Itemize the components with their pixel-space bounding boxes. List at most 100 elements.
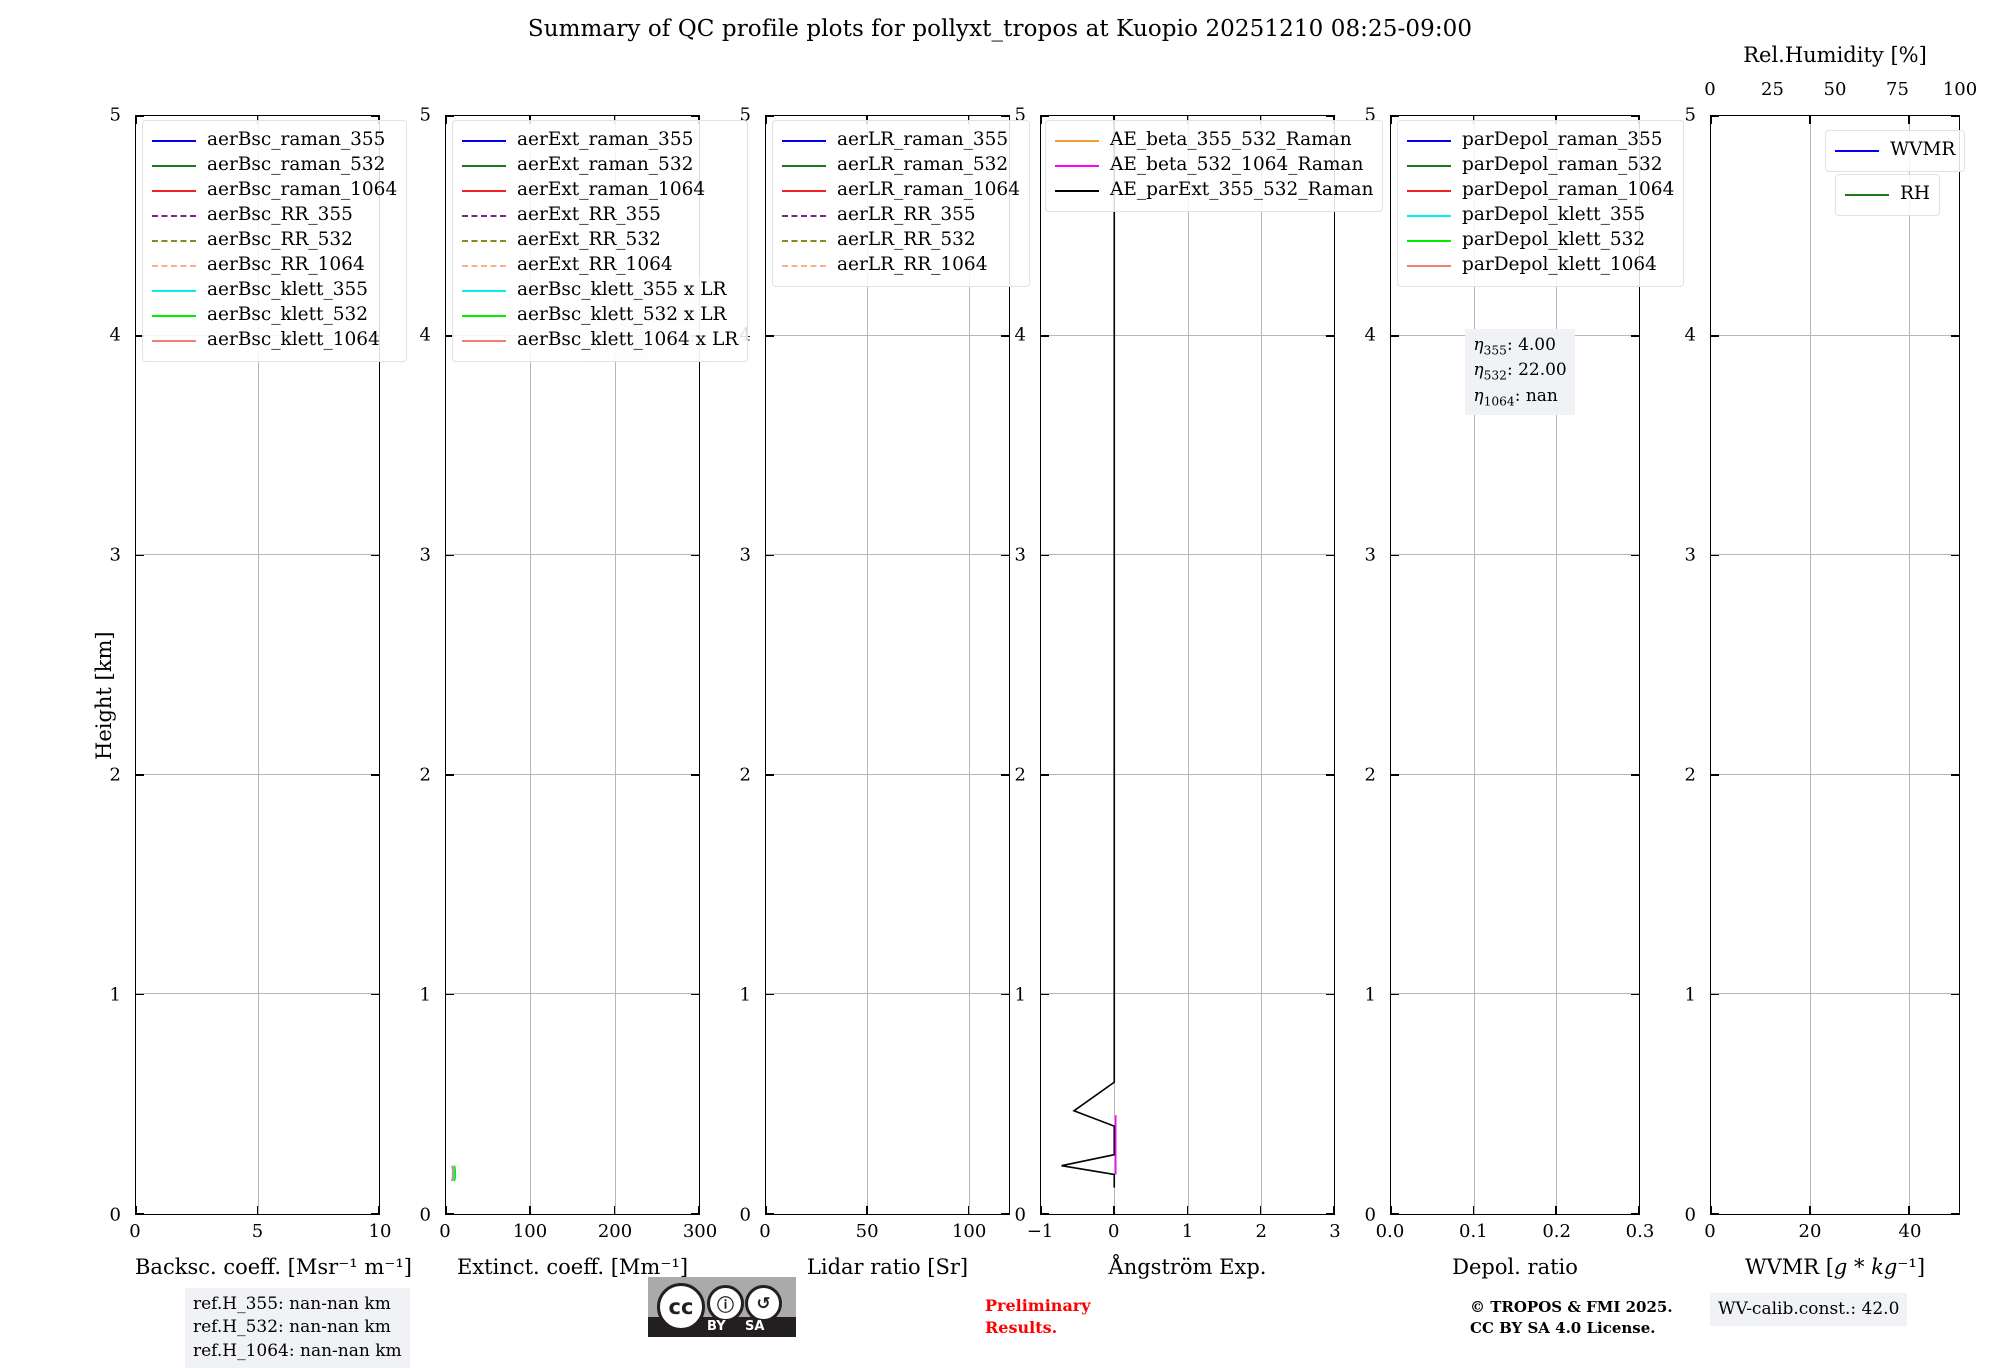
x-tick-mark — [1638, 1206, 1640, 1215]
y-tick-mark — [1390, 1213, 1399, 1215]
y-tick-label: 0 — [419, 1204, 431, 1226]
legend-item[interactable]: aerBsc_raman_355 — [152, 128, 397, 153]
x-tick-mark — [529, 115, 531, 124]
y-tick-mark — [765, 115, 774, 117]
legend-wvmr-rh-secondary[interactable]: RH — [1835, 174, 1941, 216]
legend-item[interactable]: parDepol_klett_355 — [1407, 203, 1674, 228]
legend-line-swatch-icon — [1407, 189, 1451, 192]
x-tick-mark — [1259, 115, 1262, 124]
legend-item[interactable]: aerExt_RR_1064 — [462, 253, 738, 278]
y-tick-mark — [1951, 554, 1960, 557]
legend-item[interactable]: parDepol_raman_355 — [1407, 128, 1674, 153]
legend-angstrom[interactable]: AE_beta_355_532_Raman AE_beta_532_1064_Ra… — [1045, 120, 1384, 212]
legend-item[interactable]: aerExt_RR_355 — [462, 203, 738, 228]
y-tick-mark — [1001, 774, 1010, 776]
legend-item[interactable]: aerExt_raman_1064 — [462, 178, 738, 203]
gridline-vertical — [968, 116, 970, 1214]
legend-item-label: aerBsc_klett_355 — [207, 279, 369, 301]
legend-item-label: parDepol_raman_532 — [1462, 154, 1663, 176]
y-tick-label: 0 — [1364, 1204, 1376, 1226]
legend-item[interactable]: AE_parExt_355_532_Raman — [1055, 178, 1373, 203]
legend-item[interactable]: aerLR_RR_532 — [782, 228, 1020, 253]
y-tick-mark — [1040, 554, 1049, 557]
y-tick-label: 3 — [1014, 544, 1026, 566]
gridline-horizontal — [766, 773, 1009, 775]
x-tick-mark — [256, 1206, 259, 1215]
legend-item-label: aerLR_raman_355 — [837, 129, 1009, 151]
legend-item[interactable]: aerBsc_RR_355 — [152, 203, 397, 228]
legend-item[interactable]: aerLR_raman_532 — [782, 153, 1020, 178]
legend-item[interactable]: aerExt_RR_532 — [462, 228, 738, 253]
legend-item[interactable]: WVMR — [1835, 138, 1955, 163]
legend-item-label: aerLR_RR_1064 — [837, 254, 988, 276]
legend-item[interactable]: aerBsc_klett_1064 — [152, 328, 397, 353]
legend-item[interactable]: aerExt_raman_532 — [462, 153, 738, 178]
x-tick-mark — [765, 1206, 767, 1215]
y-tick-label: 4 — [419, 324, 431, 346]
legend-item-label: parDepol_klett_355 — [1462, 204, 1646, 226]
y-tick-mark — [135, 993, 144, 996]
y-tick-mark — [445, 554, 454, 557]
y-tick-mark — [1710, 115, 1719, 117]
y-tick-mark — [1040, 1213, 1049, 1215]
legend-depol-ratio[interactable]: parDepol_raman_355 parDepol_raman_532 parD… — [1397, 120, 1685, 287]
legend-item[interactable]: aerLR_raman_355 — [782, 128, 1020, 153]
legend-item[interactable]: aerBsc_RR_532 — [152, 228, 397, 253]
panel-depol-ratio: parDepol_raman_355 parDepol_raman_532 parD… — [1365, 105, 1685, 1279]
legend-line-swatch-icon — [1835, 149, 1880, 152]
x-tick-label: 1 — [1181, 1221, 1194, 1242]
legend-item[interactable]: aerLR_RR_355 — [782, 203, 1020, 228]
y-tick-label: 1 — [739, 984, 751, 1006]
legend-item[interactable]: aerLR_raman_1064 — [782, 178, 1020, 203]
legend-item[interactable]: aerLR_RR_1064 — [782, 253, 1020, 278]
legend-item[interactable]: parDepol_klett_1064 — [1407, 253, 1674, 278]
legend-line-swatch-icon — [462, 239, 506, 242]
y-tick-mark — [445, 335, 454, 337]
x-tick-label: 20 — [1798, 1221, 1822, 1242]
panel-extinction: aerExt_raman_355 aerExt_raman_532 aerExt_r… — [420, 105, 749, 1279]
y-tick-mark — [445, 993, 454, 996]
legend-item[interactable]: aerBsc_klett_355 — [152, 278, 397, 303]
legend-item[interactable]: aerBsc_raman_532 — [152, 153, 397, 178]
axes-lidar-ratio: aerLR_raman_355 aerLR_raman_532 aerLR_rama… — [765, 115, 1030, 1215]
legend-extinction[interactable]: aerExt_raman_355 aerExt_raman_532 aerExt_r… — [452, 120, 749, 362]
gridline-horizontal — [766, 554, 1009, 556]
x-tick-mark — [445, 115, 447, 124]
y-tick-mark — [1326, 335, 1335, 337]
x-tick-mark — [1390, 1206, 1392, 1215]
legend-item[interactable]: aerBsc_klett_532 — [152, 303, 397, 328]
x-tick-mark — [1186, 1206, 1189, 1215]
legend-wvmr-rh[interactable]: WVMR — [1825, 130, 1966, 172]
x-tick-mark — [1809, 115, 1811, 124]
legend-item[interactable]: aerBsc_raman_1064 — [152, 178, 397, 203]
preliminary-line-2: Results. — [985, 1317, 1058, 1337]
axes-backscatter: aerBsc_raman_355 aerBsc_raman_532 aerBsc_r… — [135, 115, 408, 1215]
y-tick-label: 4 — [1684, 324, 1696, 346]
y-tick-mark — [445, 1213, 454, 1215]
legend-line-swatch-icon — [462, 339, 506, 342]
y-tick-label: 5 — [1364, 104, 1376, 126]
legend-lidar-ratio[interactable]: aerLR_raman_355 aerLR_raman_532 aerLR_rama… — [772, 120, 1030, 287]
legend-item[interactable]: parDepol_raman_532 — [1407, 153, 1674, 178]
legend-item[interactable]: aerBsc_klett_355 x LR — [462, 278, 738, 303]
y-tick-mark — [445, 115, 454, 117]
y-tick-mark — [1710, 993, 1719, 996]
legend-item[interactable]: AE_beta_355_532_Raman — [1055, 128, 1373, 153]
legend-item[interactable]: aerExt_raman_355 — [462, 128, 738, 153]
eta-value-line: η1064: nan — [1473, 385, 1558, 408]
y-tick-label: 3 — [1684, 544, 1696, 566]
legend-backscatter[interactable]: aerBsc_raman_355 aerBsc_raman_532 aerBsc_r… — [142, 120, 408, 362]
y-tick-label: 0 — [739, 1204, 751, 1226]
x-tick-label: 50 — [855, 1221, 879, 1242]
legend-item[interactable]: aerBsc_RR_1064 — [152, 253, 397, 278]
x-tick-mark — [1710, 1206, 1712, 1215]
legend-item[interactable]: parDepol_klett_532 — [1407, 228, 1674, 253]
legend-item[interactable]: aerBsc_klett_532 x LR — [462, 303, 738, 328]
y-tick-mark — [1710, 335, 1719, 337]
y-tick-mark — [1001, 335, 1010, 337]
legend-item[interactable]: aerBsc_klett_1064 x LR — [462, 328, 738, 353]
legend-item[interactable]: parDepol_raman_1064 — [1407, 178, 1674, 203]
legend-item[interactable]: AE_beta_532_1064_Raman — [1055, 153, 1373, 178]
gridline-horizontal — [766, 993, 1009, 995]
legend-item[interactable]: RH — [1845, 182, 1930, 207]
